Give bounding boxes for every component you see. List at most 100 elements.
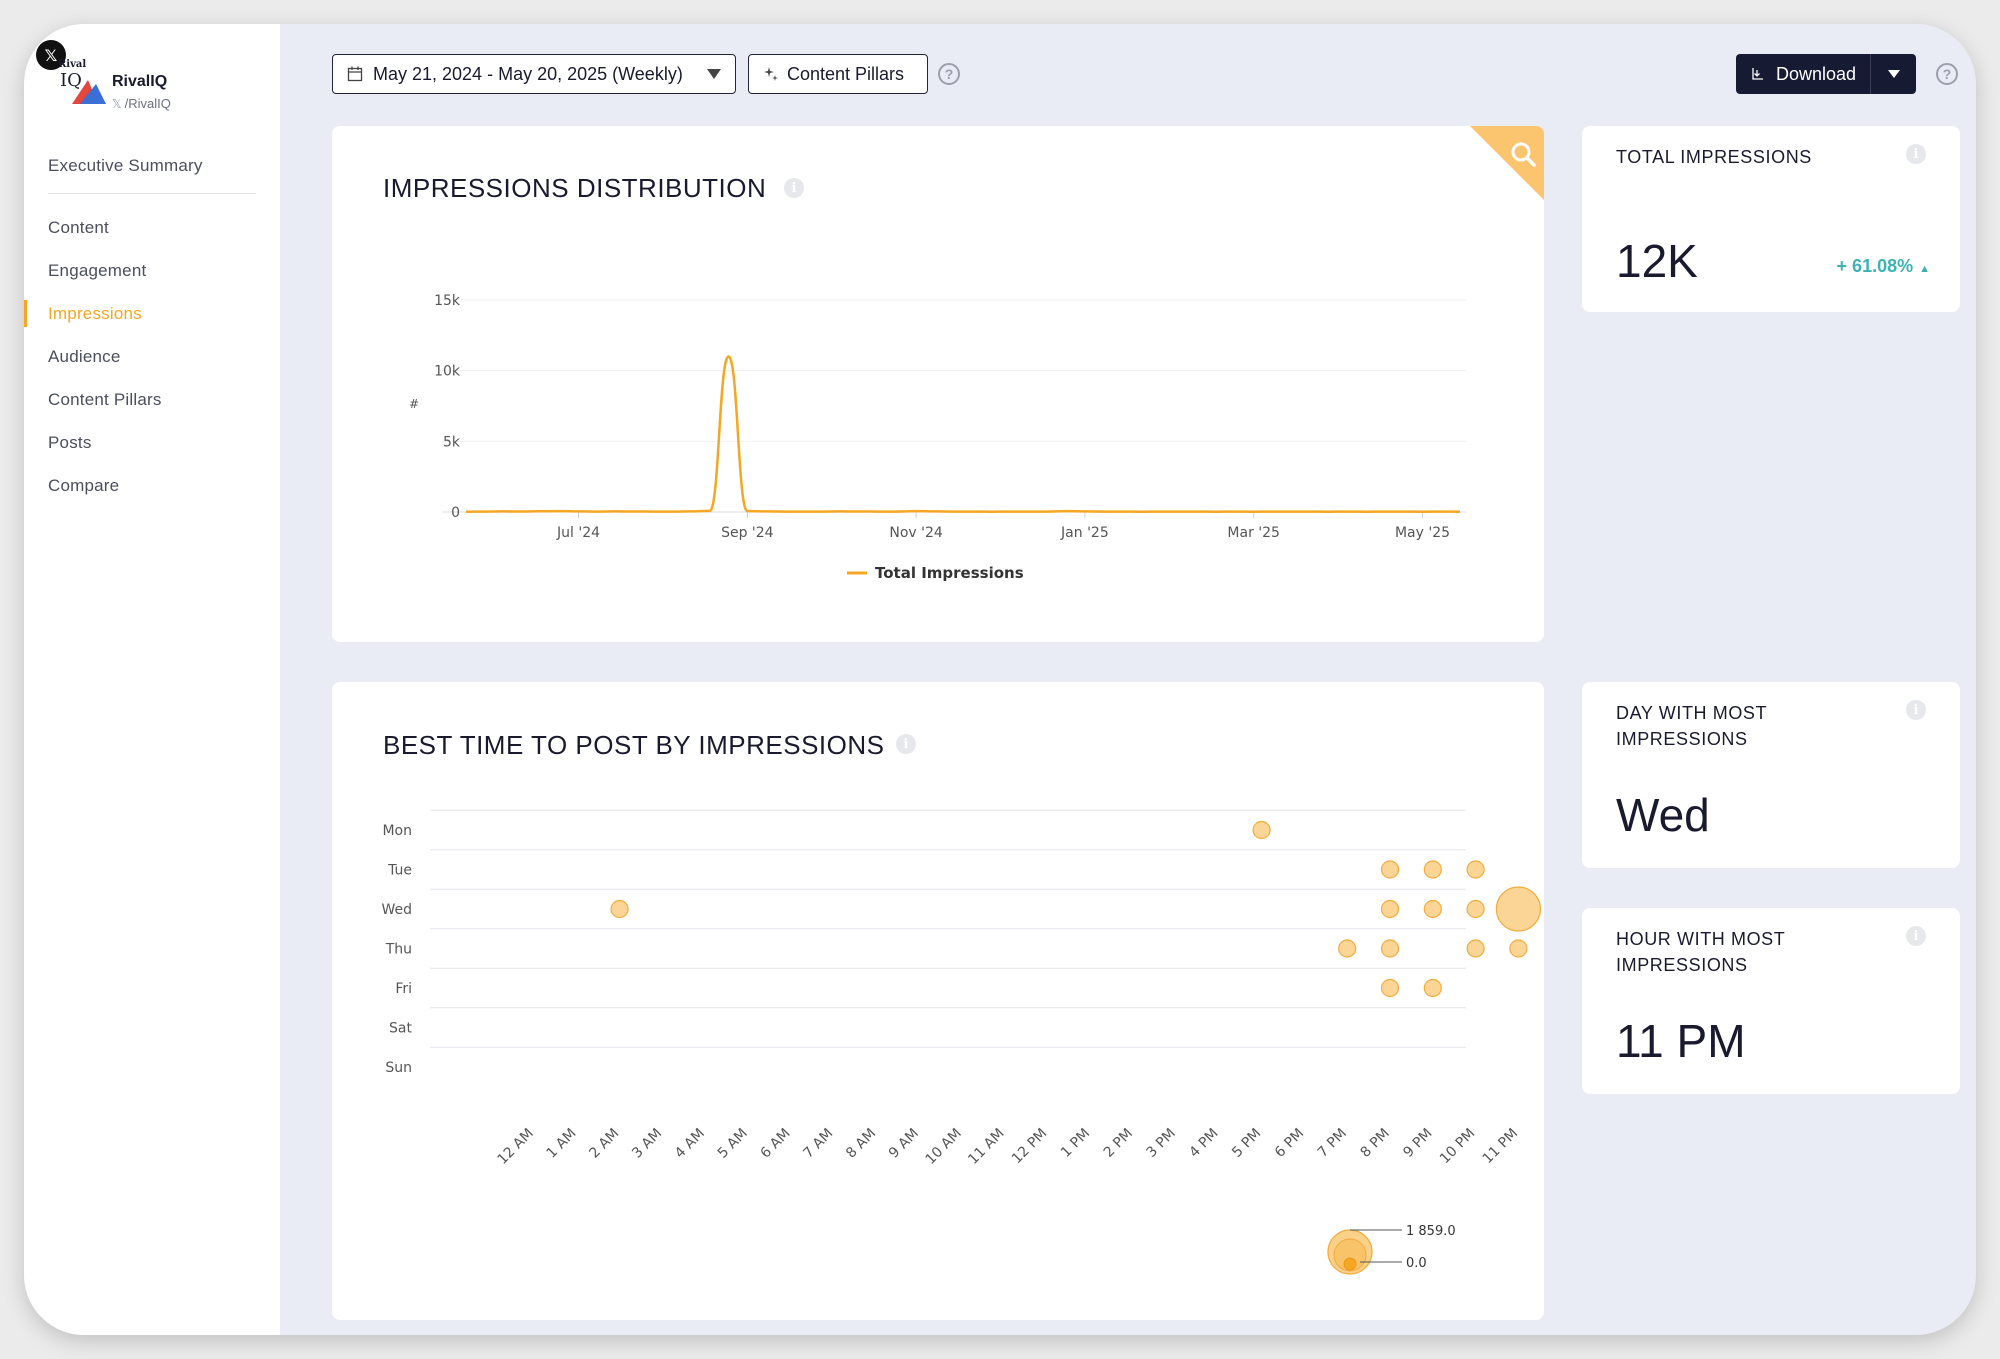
- bubble-point[interactable]: [1423, 978, 1442, 998]
- impressions-distribution-title: IMPRESSIONS DISTRIBUTION: [383, 173, 767, 203]
- change-text: + 61.08%: [1836, 256, 1914, 276]
- content-pillars-label: Content Pillars: [787, 63, 905, 84]
- day-label: Thu: [385, 942, 412, 958]
- y-tick-label: 0: [451, 505, 460, 521]
- size-legend-min: [1343, 1257, 1357, 1271]
- bubble-point[interactable]: [1338, 939, 1357, 958]
- sidebar-item-content[interactable]: Content: [48, 218, 109, 237]
- logo-iq: IQ: [60, 70, 82, 91]
- impressions-distribution-card: IMPRESSIONS DISTRIBUTION i 0 5k 10k 15k # Jul…: [332, 126, 1544, 642]
- caret-down-icon[interactable]: [1888, 70, 1900, 78]
- size-legend-min-label: 0.0: [1406, 1256, 1427, 1271]
- hour-label: 9 AM: [886, 1126, 922, 1162]
- day-label: Mon: [382, 823, 412, 839]
- search-icon: [1511, 142, 1531, 162]
- x-tick-label: Nov '24: [889, 525, 943, 541]
- nav-divider: [48, 193, 256, 194]
- download-divider: [1870, 54, 1871, 94]
- sparkle-icon: [764, 67, 778, 81]
- bubble-point[interactable]: [1380, 899, 1400, 919]
- info-icon[interactable]: i: [1906, 700, 1926, 720]
- info-icon[interactable]: i: [1906, 144, 1926, 164]
- sidebar-item-posts[interactable]: Posts: [48, 433, 92, 452]
- y-tick-label: 5k: [443, 434, 461, 450]
- x-logo-icon: 𝕏: [36, 40, 66, 70]
- bubble-point[interactable]: [1509, 939, 1528, 958]
- hour-label: 12 AM: [494, 1126, 536, 1168]
- bubble-point[interactable]: [1466, 899, 1485, 919]
- sidebar: 𝕏 Rival IQ RivalIQ 𝕏/RivalIQ Executive S…: [24, 24, 280, 1335]
- x-small-icon: 𝕏: [112, 97, 122, 111]
- account-name: RivalIQ: [112, 73, 168, 90]
- sidebar-item-executive-summary[interactable]: Executive Summary: [48, 156, 203, 175]
- date-range-label: May 21, 2024 - May 20, 2025 (Weekly): [373, 63, 683, 84]
- sidebar-item-compare[interactable]: Compare: [48, 476, 120, 495]
- total-impressions-card: TOTAL IMPRESSIONS i 12K + 61.08% ▲: [1582, 126, 1960, 312]
- y-axis-label: #: [409, 397, 419, 411]
- hour-most-value: 11 PM: [1616, 1015, 1746, 1067]
- hour-label: 10 AM: [922, 1126, 964, 1168]
- hour-label: 7 AM: [800, 1126, 836, 1162]
- x-tick-label: Sep '24: [721, 525, 774, 541]
- total-impressions-change: + 61.08% ▲: [1837, 256, 1930, 277]
- bubble-point[interactable]: [1380, 978, 1400, 998]
- bubble-point[interactable]: [1380, 939, 1400, 958]
- bubble-point[interactable]: [1466, 860, 1485, 879]
- day-label: Fri: [395, 981, 412, 997]
- logo-text: Rival: [58, 59, 87, 70]
- day-label: Sat: [389, 1021, 412, 1037]
- bubble-point[interactable]: [1495, 886, 1542, 932]
- info-icon[interactable]: i: [1906, 926, 1926, 946]
- hour-label: 11 PM: [1480, 1126, 1522, 1168]
- sidebar-nav: Executive Summary Content Engagement Imp…: [24, 144, 280, 507]
- day-label: Wed: [381, 902, 412, 918]
- hour-label: 9 PM: [1400, 1126, 1435, 1161]
- hour-label: 5 PM: [1229, 1126, 1264, 1161]
- hour-label: 11 AM: [965, 1126, 1007, 1168]
- hour-label: 4 AM: [672, 1126, 708, 1162]
- download-button[interactable]: Download: [1736, 54, 1916, 94]
- bubble-point[interactable]: [1380, 860, 1400, 879]
- hour-label: 1 AM: [544, 1126, 580, 1162]
- info-icon[interactable]: i: [784, 178, 804, 198]
- trend-up-icon: ▲: [1919, 263, 1930, 275]
- x-tick-label: Mar '25: [1227, 525, 1280, 541]
- day-most-value: Wed: [1616, 789, 1710, 841]
- hour-label: 5 AM: [715, 1126, 751, 1162]
- content-pillars-button[interactable]: Content Pillars: [748, 54, 928, 94]
- hour-most-card: HOUR WITH MOST IMPRESSIONS i 11 PM: [1582, 908, 1960, 1094]
- download-help-icon[interactable]: ?: [1936, 63, 1958, 85]
- app-window: 𝕏 Rival IQ RivalIQ 𝕏/RivalIQ Executive S…: [24, 24, 1976, 1335]
- logo-mountain-icon: [72, 80, 106, 104]
- date-range-dropdown[interactable]: May 21, 2024 - May 20, 2025 (Weekly): [332, 54, 736, 94]
- sidebar-item-impressions[interactable]: Impressions: [24, 292, 280, 335]
- caret-down-icon: [707, 69, 721, 79]
- bubble-point[interactable]: [1252, 820, 1271, 840]
- bubble-point[interactable]: [610, 899, 629, 919]
- series-line-total-impressions[interactable]: [465, 355, 1461, 513]
- calendar-icon: [347, 66, 363, 82]
- sidebar-item-audience[interactable]: Audience: [48, 347, 121, 366]
- size-legend-max-label: 1 859.0: [1406, 1224, 1456, 1239]
- info-icon[interactable]: i: [896, 734, 916, 754]
- impressions-line-chart: 0 5k 10k 15k # Jul '24 Sep '24 Nov '24 Jan '25 Ma…: [409, 293, 1466, 582]
- bubble-point[interactable]: [1466, 939, 1485, 958]
- hour-label: 10 PM: [1437, 1126, 1479, 1168]
- legend-label[interactable]: Total Impressions: [875, 564, 1024, 582]
- hour-label: 4 PM: [1186, 1126, 1221, 1161]
- hour-label: 8 PM: [1358, 1126, 1393, 1161]
- size-legend-mid: [1333, 1238, 1367, 1272]
- hour-label: 2 AM: [586, 1126, 622, 1162]
- zoom-corner[interactable]: [1470, 126, 1544, 200]
- day-label: Sun: [385, 1060, 412, 1076]
- account-handle-text: /RivalIQ: [124, 96, 171, 111]
- help-icon[interactable]: ?: [938, 63, 960, 85]
- sidebar-item-engagement[interactable]: Engagement: [48, 261, 147, 280]
- hour-label: 3 PM: [1144, 1126, 1179, 1161]
- bubble-point[interactable]: [1423, 899, 1442, 919]
- bubble-point[interactable]: [1423, 860, 1442, 879]
- sidebar-item-content-pillars[interactable]: Content Pillars: [48, 390, 162, 409]
- hour-label: 3 AM: [629, 1126, 665, 1162]
- download-label: Download: [1776, 63, 1857, 84]
